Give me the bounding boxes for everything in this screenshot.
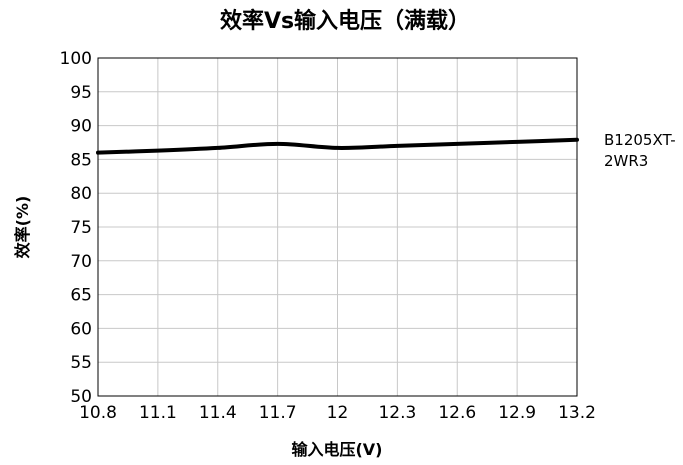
y-tick-label: 65: [70, 286, 92, 306]
y-tick-label: 50: [70, 387, 92, 407]
x-tick-labels: 10.8 11.1 11.4 11.7 12 12.3 12.6 12.9 13.2: [79, 403, 596, 423]
y-tick-label: 60: [70, 319, 92, 339]
y-tick-labels: 100 95 90 85 80 75 70 65 60 55 50: [60, 49, 92, 407]
legend: B1205XT-2WR3: [604, 131, 676, 170]
x-tick-label: 13.2: [558, 403, 596, 423]
x-tick-label: 11.1: [139, 403, 177, 423]
y-axis-label: 效率(%): [13, 196, 32, 259]
y-tick-label: 85: [70, 150, 92, 170]
chart-title: 效率Vs输入电压（满载）: [220, 8, 470, 34]
series-group: [96, 137, 579, 155]
y-tick-label: 100: [60, 49, 92, 69]
x-tick-label: 11.7: [259, 403, 297, 423]
y-tick-label: 80: [70, 184, 92, 204]
x-tick-label: 11.4: [199, 403, 237, 423]
x-tick-label: 12: [327, 403, 349, 423]
y-tick-label: 95: [70, 83, 92, 103]
x-tick-label: 12.9: [498, 403, 536, 423]
y-tick-label: 70: [70, 252, 92, 272]
y-tick-label: 55: [70, 353, 92, 373]
x-tick-label: 12.3: [378, 403, 416, 423]
x-tick-label: 10.8: [79, 403, 117, 423]
y-tick-label: 75: [70, 218, 92, 238]
y-tick-label: 90: [70, 117, 92, 137]
legend-label: B1205XT-2WR3: [604, 131, 676, 170]
grid: [98, 58, 577, 396]
x-tick-label: 12.6: [438, 403, 476, 423]
x-axis-label: 输入电压(V): [291, 440, 382, 459]
plot-area: [97, 57, 578, 397]
